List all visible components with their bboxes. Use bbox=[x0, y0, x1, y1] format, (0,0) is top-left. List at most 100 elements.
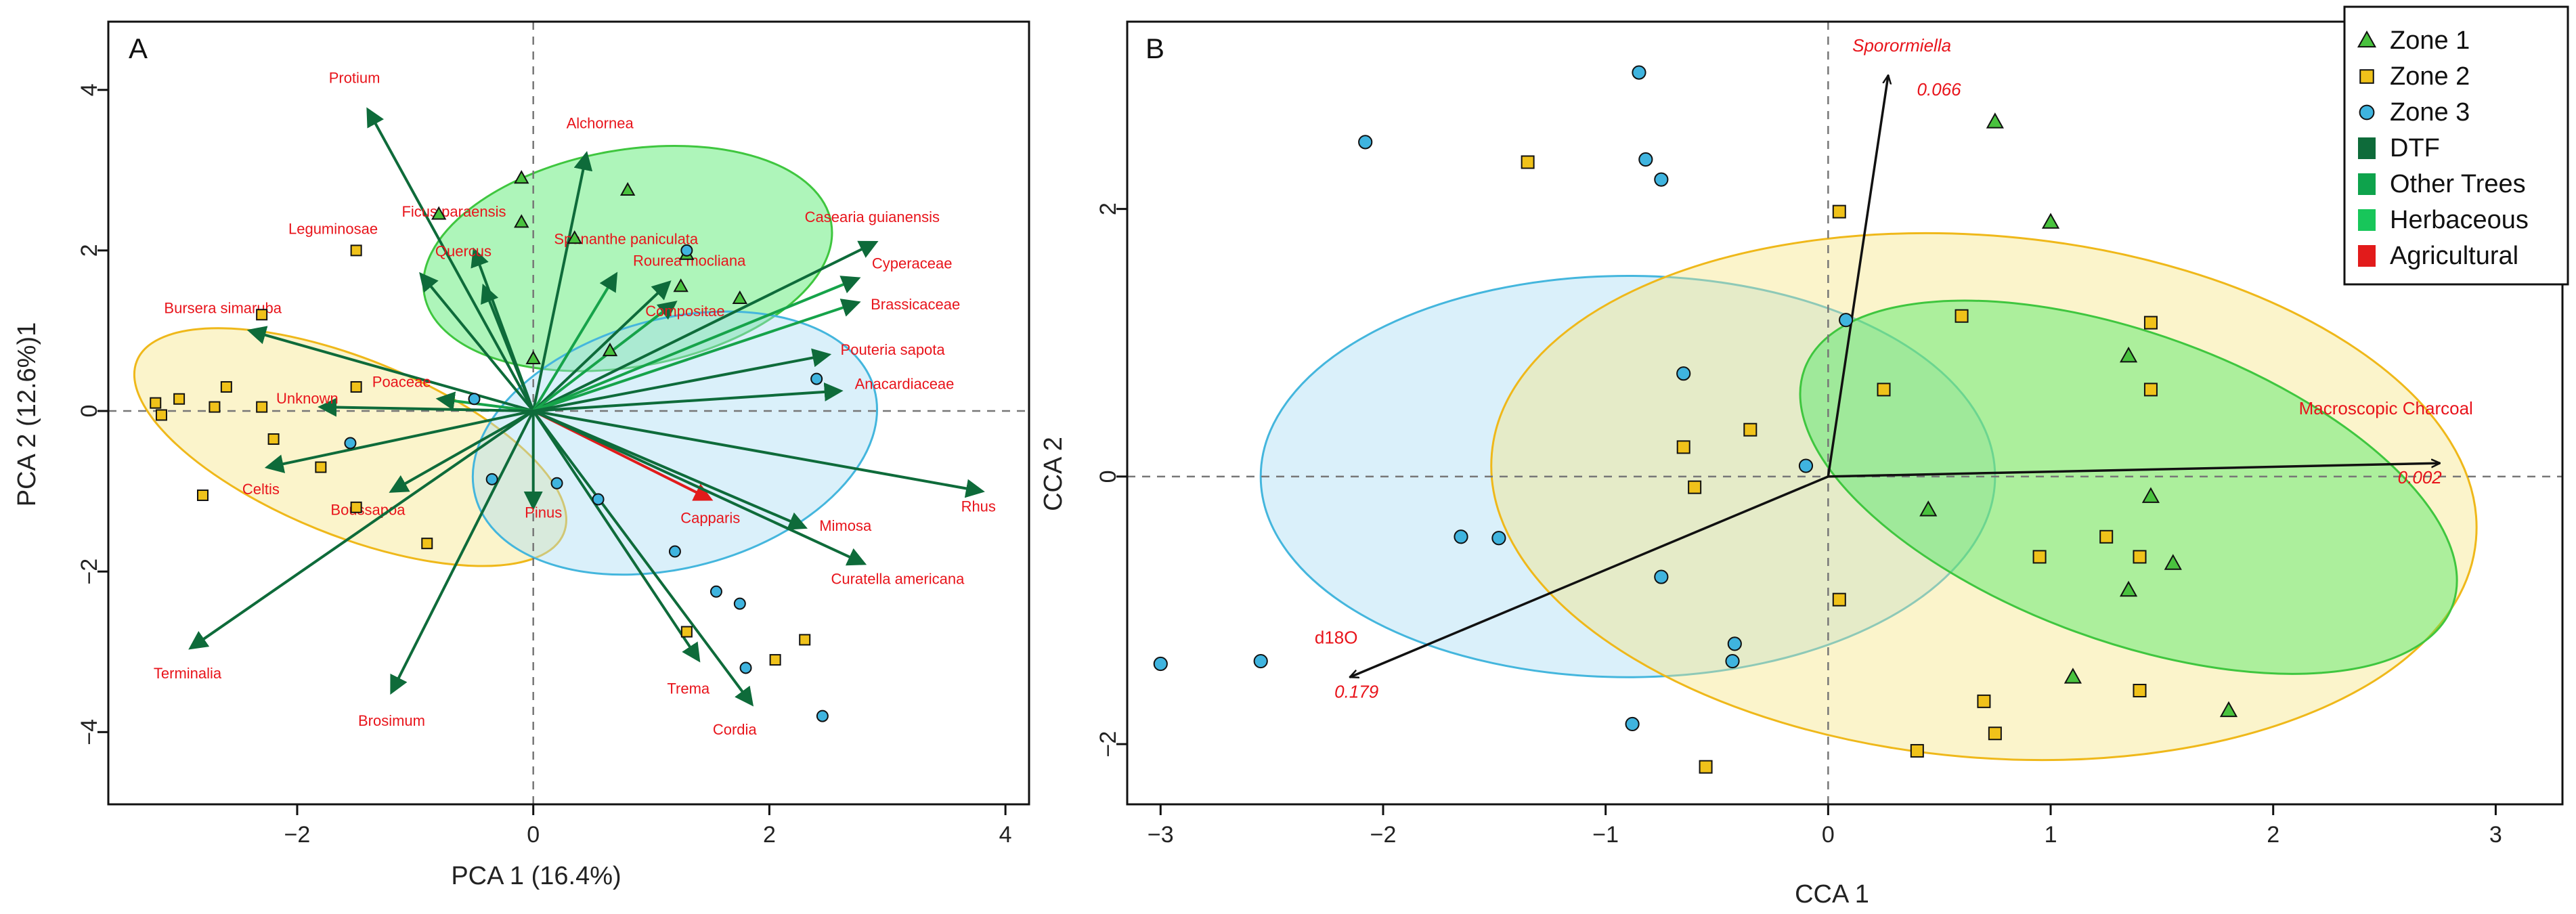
panel-a-point-zone-1-3 bbox=[567, 230, 582, 244]
panel-a-point-zone-2-12 bbox=[150, 397, 162, 409]
panel-b-point-zone-3-34 bbox=[1454, 529, 1468, 544]
panel-a-vector-terminalia bbox=[188, 410, 534, 650]
panel-b-point-zone-1-0 bbox=[1986, 112, 2004, 129]
panel-b-point-zone-2-24 bbox=[1988, 726, 2002, 741]
panel-b-point-zone-2-21 bbox=[1832, 592, 1846, 607]
panel-b-point-zone-1-5 bbox=[2164, 554, 2182, 570]
panel-a-point-zone-2-20 bbox=[350, 380, 362, 393]
panel-b-point-zone-1-3 bbox=[2141, 487, 2160, 503]
panel-a-y-tick-label-4: 4 bbox=[77, 83, 102, 96]
panel-b-axes: −3 −2 −1 0 1 2 3 −2 0 2 bbox=[1095, 20, 2564, 848]
panel-a-vector-label-celtis: Celtis bbox=[242, 481, 280, 498]
legend-marker-zone-1 bbox=[2357, 30, 2377, 48]
panel-a-vector-spananthe-paniculata bbox=[531, 271, 618, 412]
panel-a-point-zone-2-16 bbox=[220, 380, 232, 393]
panel-b-vector-value-macroscopic-charcoal: 0.002 bbox=[2398, 467, 2443, 487]
panel-a-y-tick-label-2: −2 bbox=[77, 559, 102, 585]
panel-b-points bbox=[1153, 65, 2238, 774]
panel-a-vector-label-anacardiaceae: Anacardiaceae bbox=[855, 375, 955, 392]
panel-b-point-zone-2-10 bbox=[1832, 204, 1846, 219]
panel-a-ellipse-zone-3 bbox=[471, 310, 878, 576]
panel-a-point-zone-1-9 bbox=[673, 278, 689, 292]
panel-b-x-tick-label-2: −2 bbox=[1370, 822, 1397, 848]
panel-a-vector-label-compositae: Compositae bbox=[645, 303, 724, 320]
panel-b-x-tick-label-2: 2 bbox=[2267, 822, 2279, 848]
panel-a-point-zone-3-28 bbox=[810, 372, 823, 385]
legend-entry-herbaceous: Herbaceous bbox=[2358, 206, 2529, 234]
panel-b-vector-value-sporormiella: 0.066 bbox=[1917, 79, 1962, 100]
panel-a-point-zone-3-29 bbox=[344, 437, 357, 450]
panel-a-pca: Protium Alchornea Casearia guianensis Legum… bbox=[13, 20, 1030, 890]
panel-a-point-zone-2-14 bbox=[173, 393, 185, 405]
panel-a-vector-celtis bbox=[264, 410, 534, 473]
legend-marker-herbaceous bbox=[2358, 209, 2376, 231]
panel-a-plot-frame bbox=[107, 20, 1030, 806]
legend-entry-other-trees: Other Trees bbox=[2358, 170, 2526, 198]
panel-a-vector-brosimum bbox=[390, 410, 535, 695]
panel-a-points bbox=[150, 170, 829, 722]
panel-a-vector-leguminosae bbox=[419, 271, 535, 412]
panel-a-x-tick-label-0: 0 bbox=[527, 822, 540, 848]
panel-b-point-zone-2-23 bbox=[1977, 694, 1991, 708]
panel-a-vector-pouteria-sapota bbox=[533, 348, 832, 413]
panel-a-vector-label-leguminosae: Leguminosae bbox=[288, 220, 378, 237]
panel-a-point-zone-1-7 bbox=[525, 350, 541, 364]
panel-a-vector-label-alchornea: Alchornea bbox=[567, 115, 634, 132]
panel-b-point-zone-3-31 bbox=[1839, 313, 1854, 328]
panel-b-point-zone-2-16 bbox=[1676, 440, 1690, 454]
panel-b-y-tick-label-2: 2 bbox=[1095, 202, 1121, 215]
legend-swatch-other-trees bbox=[2358, 173, 2376, 195]
panel-a-y-tick-label-0: 0 bbox=[77, 405, 102, 418]
panel-a-point-zone-3-32 bbox=[550, 477, 563, 489]
panel-b-x-tick-label-1: −1 bbox=[1592, 822, 1619, 848]
panel-b-vector-macroscopic-charcoal bbox=[1828, 463, 2440, 478]
panel-b-point-zone-2-17 bbox=[1688, 480, 1702, 494]
panel-a-letter: A bbox=[129, 32, 148, 64]
panel-a-vector-label-boussapoa: Boussapoa bbox=[330, 502, 406, 519]
panel-b-vectors: Sporormiella 0.066 Macroscopic Charcoal 0.0… bbox=[1315, 35, 2473, 701]
panel-b-point-zone-1-2 bbox=[2119, 346, 2138, 363]
panel-a-vector-cyperaceae bbox=[532, 276, 861, 412]
panel-b-y-tick-label-2: −2 bbox=[1095, 731, 1121, 758]
panel-a-vector-rhus bbox=[533, 410, 985, 498]
panel-a-point-zone-2-26 bbox=[799, 634, 811, 646]
panel-a-vector-casearia-guianensis bbox=[532, 240, 879, 412]
panel-a-x-tick-label-2: 2 bbox=[763, 822, 776, 848]
legend-entry-dtf: DTF bbox=[2358, 134, 2440, 162]
panel-b-point-zone-1-7 bbox=[2064, 668, 2082, 684]
legend-marker-agricultural bbox=[2358, 245, 2376, 267]
panel-b-x-tick-label-3: −3 bbox=[1148, 822, 1174, 848]
panel-a-point-zone-2-25 bbox=[769, 654, 781, 666]
panel-b-point-zone-2-20 bbox=[2133, 550, 2147, 564]
panel-a-point-zone-2-21 bbox=[350, 501, 362, 513]
panel-a-vector-label-pouteria-sapota: Pouteria sapota bbox=[841, 341, 946, 358]
panel-b-point-zone-2-12 bbox=[2143, 315, 2158, 330]
panel-a-vector-label-unknown: Unknown bbox=[276, 390, 339, 407]
panel-b-point-zone-2-19 bbox=[2099, 529, 2114, 544]
panel-b-x-axis-label: CCA 1 bbox=[1795, 880, 1869, 909]
panel-b-point-zone-1-4 bbox=[1919, 500, 1938, 517]
panel-b-vector-label-macroscopic-charcoal: Macroscopic Charcoal bbox=[2299, 398, 2473, 418]
panel-a-vector-bursera-simaruba bbox=[246, 326, 534, 412]
panel-a-vector-label-brassicaceae: Brassicaceae bbox=[871, 296, 960, 313]
panel-a-vector-boussapoa bbox=[389, 410, 534, 493]
panel-b-point-zone-2-14 bbox=[2143, 383, 2158, 397]
legend-label-zone-2: Zone 2 bbox=[2390, 62, 2470, 91]
panel-a-y-tick-label-2: 2 bbox=[77, 244, 102, 257]
legend-symbol-zone-2 bbox=[2359, 69, 2374, 84]
panel-a-vector-label-curatella-americana: Curatella americana bbox=[831, 570, 965, 587]
legend-swatch-herbaceous bbox=[2358, 209, 2376, 231]
panel-a-point-zone-3-31 bbox=[485, 473, 498, 485]
panel-a-vector-label-terminalia: Terminalia bbox=[154, 665, 222, 682]
legend-entry-zone-1: Zone 1 bbox=[2357, 26, 2470, 55]
panel-b-point-zone-2-13 bbox=[1877, 383, 1891, 397]
panel-b-plot-frame bbox=[1126, 20, 2564, 806]
panel-b-vector-label-sporormiella: Sporormiella bbox=[1852, 35, 1951, 56]
legend-box bbox=[2343, 5, 2569, 286]
panel-a-vector-label-casearia-guianensis: Casearia guianensis bbox=[805, 209, 940, 225]
panel-a-vector-rourea-mocliana bbox=[532, 280, 672, 412]
panel-a-vector-protium bbox=[366, 107, 535, 412]
panel-a-vectors: Protium Alchornea Casearia guianensis Legum… bbox=[154, 69, 996, 737]
legend-marker-dtf bbox=[2358, 137, 2376, 159]
